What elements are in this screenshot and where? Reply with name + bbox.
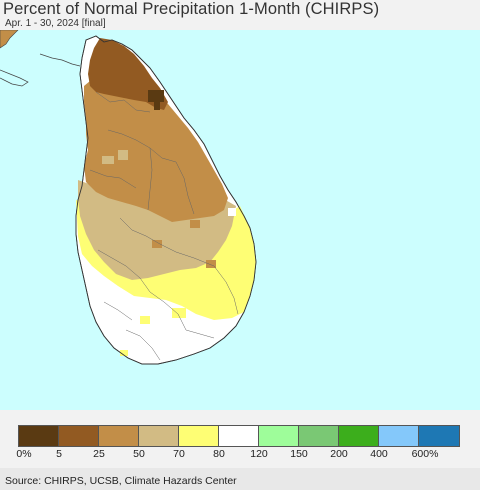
pixel-patch — [152, 240, 162, 248]
legend-swatch — [219, 426, 259, 446]
india-mainland — [0, 30, 19, 49]
footer-band — [0, 468, 480, 490]
sri-lanka-coastline — [75, 35, 257, 365]
pixel-patch — [172, 308, 186, 318]
legend-label: 200 — [330, 448, 348, 460]
legend-label: 50 — [133, 448, 145, 460]
legend-label: 25 — [93, 448, 105, 460]
legend-swatch — [379, 426, 419, 446]
pixel-patch — [140, 316, 150, 324]
legend-swatch — [419, 426, 459, 446]
pixel-patch — [102, 156, 114, 164]
legend-swatch — [259, 426, 299, 446]
legend-label: 120 — [250, 448, 268, 460]
zone-25-50 — [84, 68, 228, 222]
pixel-patch — [206, 260, 216, 268]
map-subtitle: Apr. 1 - 30, 2024 [final] — [5, 18, 106, 29]
legend-swatch — [299, 426, 339, 446]
legend-swatch — [139, 426, 179, 446]
legend-label: 150 — [290, 448, 308, 460]
legend-swatch — [179, 426, 219, 446]
pixel-patch — [228, 208, 236, 216]
legend-swatch — [19, 426, 59, 446]
pixel-patch — [118, 150, 128, 160]
legend-label: 0% — [16, 448, 32, 460]
district-boundaries — [89, 91, 239, 361]
legend-swatch — [99, 426, 139, 446]
pixel-patch — [120, 350, 128, 356]
pixel-patch — [190, 220, 200, 228]
legend-label: 70 — [173, 448, 185, 460]
legend-swatch — [59, 426, 99, 446]
india-coast-line — [0, 69, 29, 87]
zone-0-5 — [148, 90, 164, 102]
legend-label: 400 — [370, 448, 388, 460]
legend-label: 5 — [56, 448, 62, 460]
source-credit: Source: CHIRPS, UCSB, Climate Hazards Ce… — [5, 475, 237, 487]
legend-swatch — [339, 426, 379, 446]
adams-bridge-islands — [39, 53, 81, 67]
legend-label: 80 — [213, 448, 225, 460]
precipitation-map — [0, 30, 480, 410]
legend-color-bar — [18, 425, 460, 447]
legend-label: 600% — [411, 448, 439, 460]
map-title: Percent of Normal Precipitation 1-Month … — [3, 0, 380, 18]
zone-0-5-small — [154, 102, 160, 110]
